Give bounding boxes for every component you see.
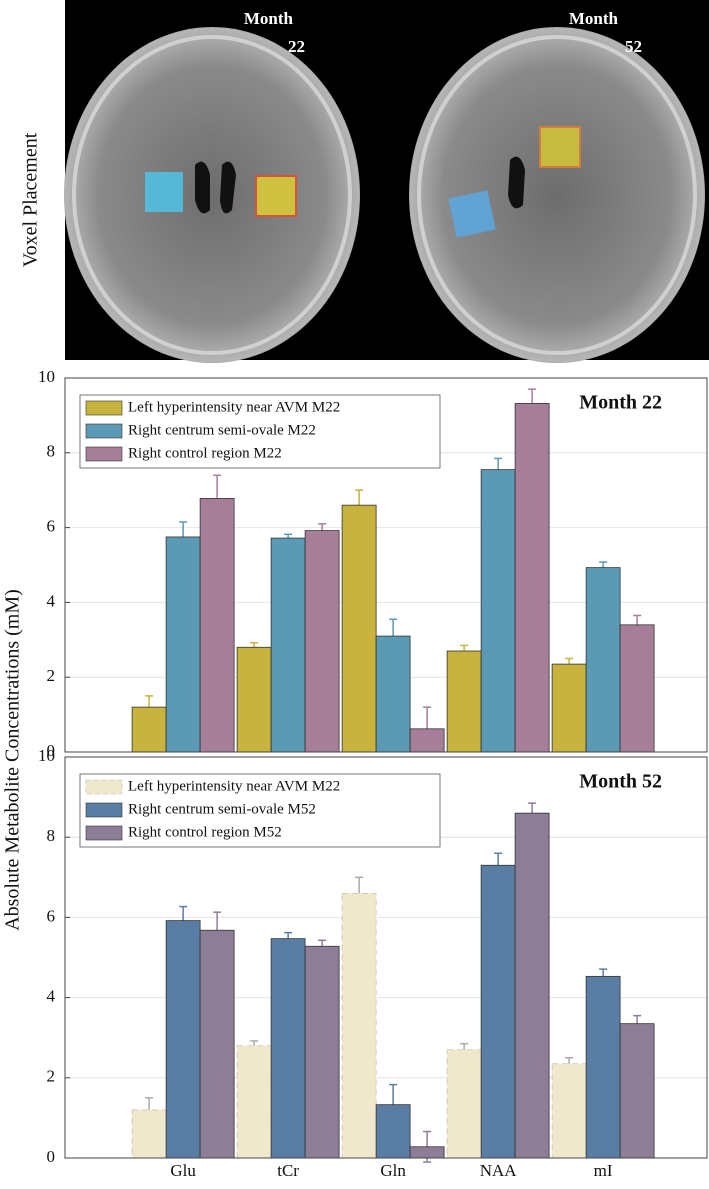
bar	[341, 892, 377, 1159]
ventricles	[195, 161, 236, 214]
bar	[304, 530, 340, 753]
bar	[409, 728, 445, 753]
panel-label: Voxel Placement	[20, 132, 42, 267]
bar	[199, 498, 235, 753]
bar	[585, 567, 621, 753]
bar	[165, 920, 201, 1159]
legend-swatch	[85, 400, 123, 416]
legend-label: Left hyperintensity near AVM M22	[128, 399, 340, 415]
legend-label: Right control region M22	[128, 445, 282, 461]
axes-frame	[64, 756, 708, 1159]
ventricles	[508, 156, 525, 209]
bar	[551, 1063, 587, 1159]
y-tick-label: 10	[38, 367, 55, 386]
skull-ring	[72, 35, 352, 355]
legend-box	[79, 773, 441, 848]
legend-label: Left hyperintensity near AVM M22	[128, 778, 340, 794]
bar	[446, 650, 482, 753]
brain-image	[64, 27, 360, 363]
y-tick-label: 6	[47, 517, 56, 536]
voxel	[448, 190, 496, 238]
bar	[165, 536, 201, 753]
bar	[446, 1049, 482, 1159]
x-tick-label: Gln	[380, 1161, 406, 1180]
bar	[375, 635, 411, 753]
bar	[236, 1045, 272, 1159]
bar	[619, 624, 655, 753]
skull-ring	[417, 35, 697, 355]
bar	[341, 504, 377, 753]
bar	[585, 975, 621, 1159]
x-tick-label: mI	[594, 1161, 613, 1180]
bar	[304, 945, 340, 1159]
x-tick-label: Glu	[170, 1161, 196, 1180]
bar	[619, 1023, 655, 1159]
bar	[551, 663, 587, 753]
bar	[409, 1146, 445, 1159]
bar	[514, 403, 550, 753]
panel-title: 22	[288, 37, 305, 56]
panel-title: Month	[569, 9, 619, 28]
y-tick-label: 2	[47, 1067, 56, 1086]
bar	[270, 938, 306, 1159]
chart-title: Month 52	[579, 771, 662, 793]
y-tick-label: 4	[47, 591, 56, 610]
legend-swatch	[85, 779, 123, 795]
legend-swatch	[85, 446, 123, 462]
brain-image	[409, 27, 705, 363]
y-tick-label: 8	[47, 826, 56, 845]
y-tick-label: 0	[47, 741, 56, 760]
voxel	[539, 126, 581, 168]
bar	[131, 706, 167, 753]
y-tick-label: 8	[47, 442, 56, 461]
x-tick-label: tCr	[277, 1161, 299, 1180]
panel-title: Month	[244, 9, 294, 28]
mri-panel: Month 22 Month 52	[64, 0, 709, 363]
voxel	[255, 175, 297, 217]
y-tick-label: 10	[38, 746, 55, 765]
bar	[236, 646, 272, 753]
bar	[480, 864, 516, 1159]
bar	[514, 812, 550, 1159]
legend-label: Right centrum semi-ovale M22	[128, 422, 316, 438]
bar	[480, 469, 516, 753]
legend-label: Right centrum semi-ovale M52	[128, 801, 316, 817]
y-tick-label: 4	[47, 987, 56, 1006]
y-tick-label: 6	[47, 906, 56, 925]
y-axis-label: Absolute Metabolite Concentrations (mM)	[2, 589, 24, 931]
y-tick-label: 2	[47, 666, 56, 685]
bar	[375, 1104, 411, 1159]
voxel	[145, 172, 183, 212]
chart-title: Month 22	[579, 392, 662, 414]
legend-label: Right control region M52	[128, 824, 282, 840]
bar	[270, 537, 306, 753]
x-tick-label: NAA	[480, 1161, 518, 1180]
axes-frame	[64, 377, 708, 753]
legend-swatch	[85, 802, 123, 818]
legend-swatch	[85, 423, 123, 439]
y-tick-label: 0	[47, 1147, 56, 1166]
bar	[131, 1109, 167, 1159]
panel-title: 52	[625, 37, 642, 56]
bar	[199, 929, 235, 1159]
legend-swatch	[85, 825, 123, 841]
legend-box	[79, 394, 441, 469]
